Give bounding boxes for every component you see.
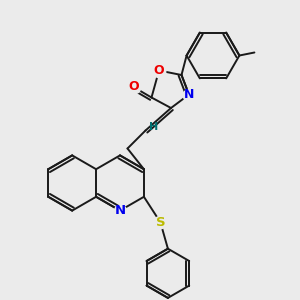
Text: N: N (184, 88, 194, 101)
Text: O: O (154, 64, 164, 77)
Text: O: O (128, 80, 139, 94)
Text: S: S (156, 216, 165, 229)
Text: H: H (149, 122, 158, 133)
Text: N: N (114, 204, 126, 217)
